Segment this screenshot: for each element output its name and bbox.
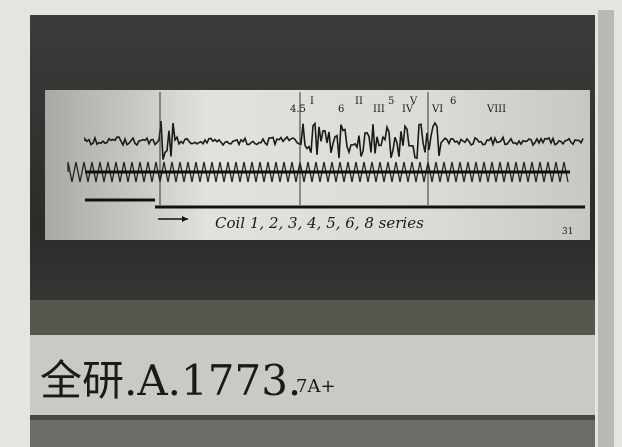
band	[30, 300, 595, 335]
marker-label: V	[409, 96, 418, 107]
marker-label: VIII	[486, 104, 506, 115]
marker-label: 6	[450, 96, 456, 107]
marker-label: VI	[431, 104, 443, 115]
band	[30, 420, 595, 447]
marker-label: IV	[402, 104, 414, 115]
signal-trace	[84, 121, 584, 160]
marker-label: I	[310, 96, 314, 107]
timing-wave	[67, 161, 569, 183]
marker-label: 4.5	[290, 104, 306, 115]
marker-label: 5	[388, 96, 394, 107]
marker-label: II	[355, 96, 363, 107]
page-number: 31	[562, 227, 573, 237]
oscillogram	[67, 92, 584, 205]
label-strip	[30, 335, 595, 415]
marker-label: III	[373, 104, 385, 115]
caption: Coil 1, 2, 3, 4, 5, 6, 8 series	[215, 214, 424, 232]
plate-label: 全研.A.1773.	[40, 356, 301, 405]
plate-suffix: 7A+	[296, 376, 336, 397]
arrow-head	[182, 216, 188, 222]
marker-label: 6	[338, 104, 344, 115]
plate-edge	[598, 10, 614, 447]
